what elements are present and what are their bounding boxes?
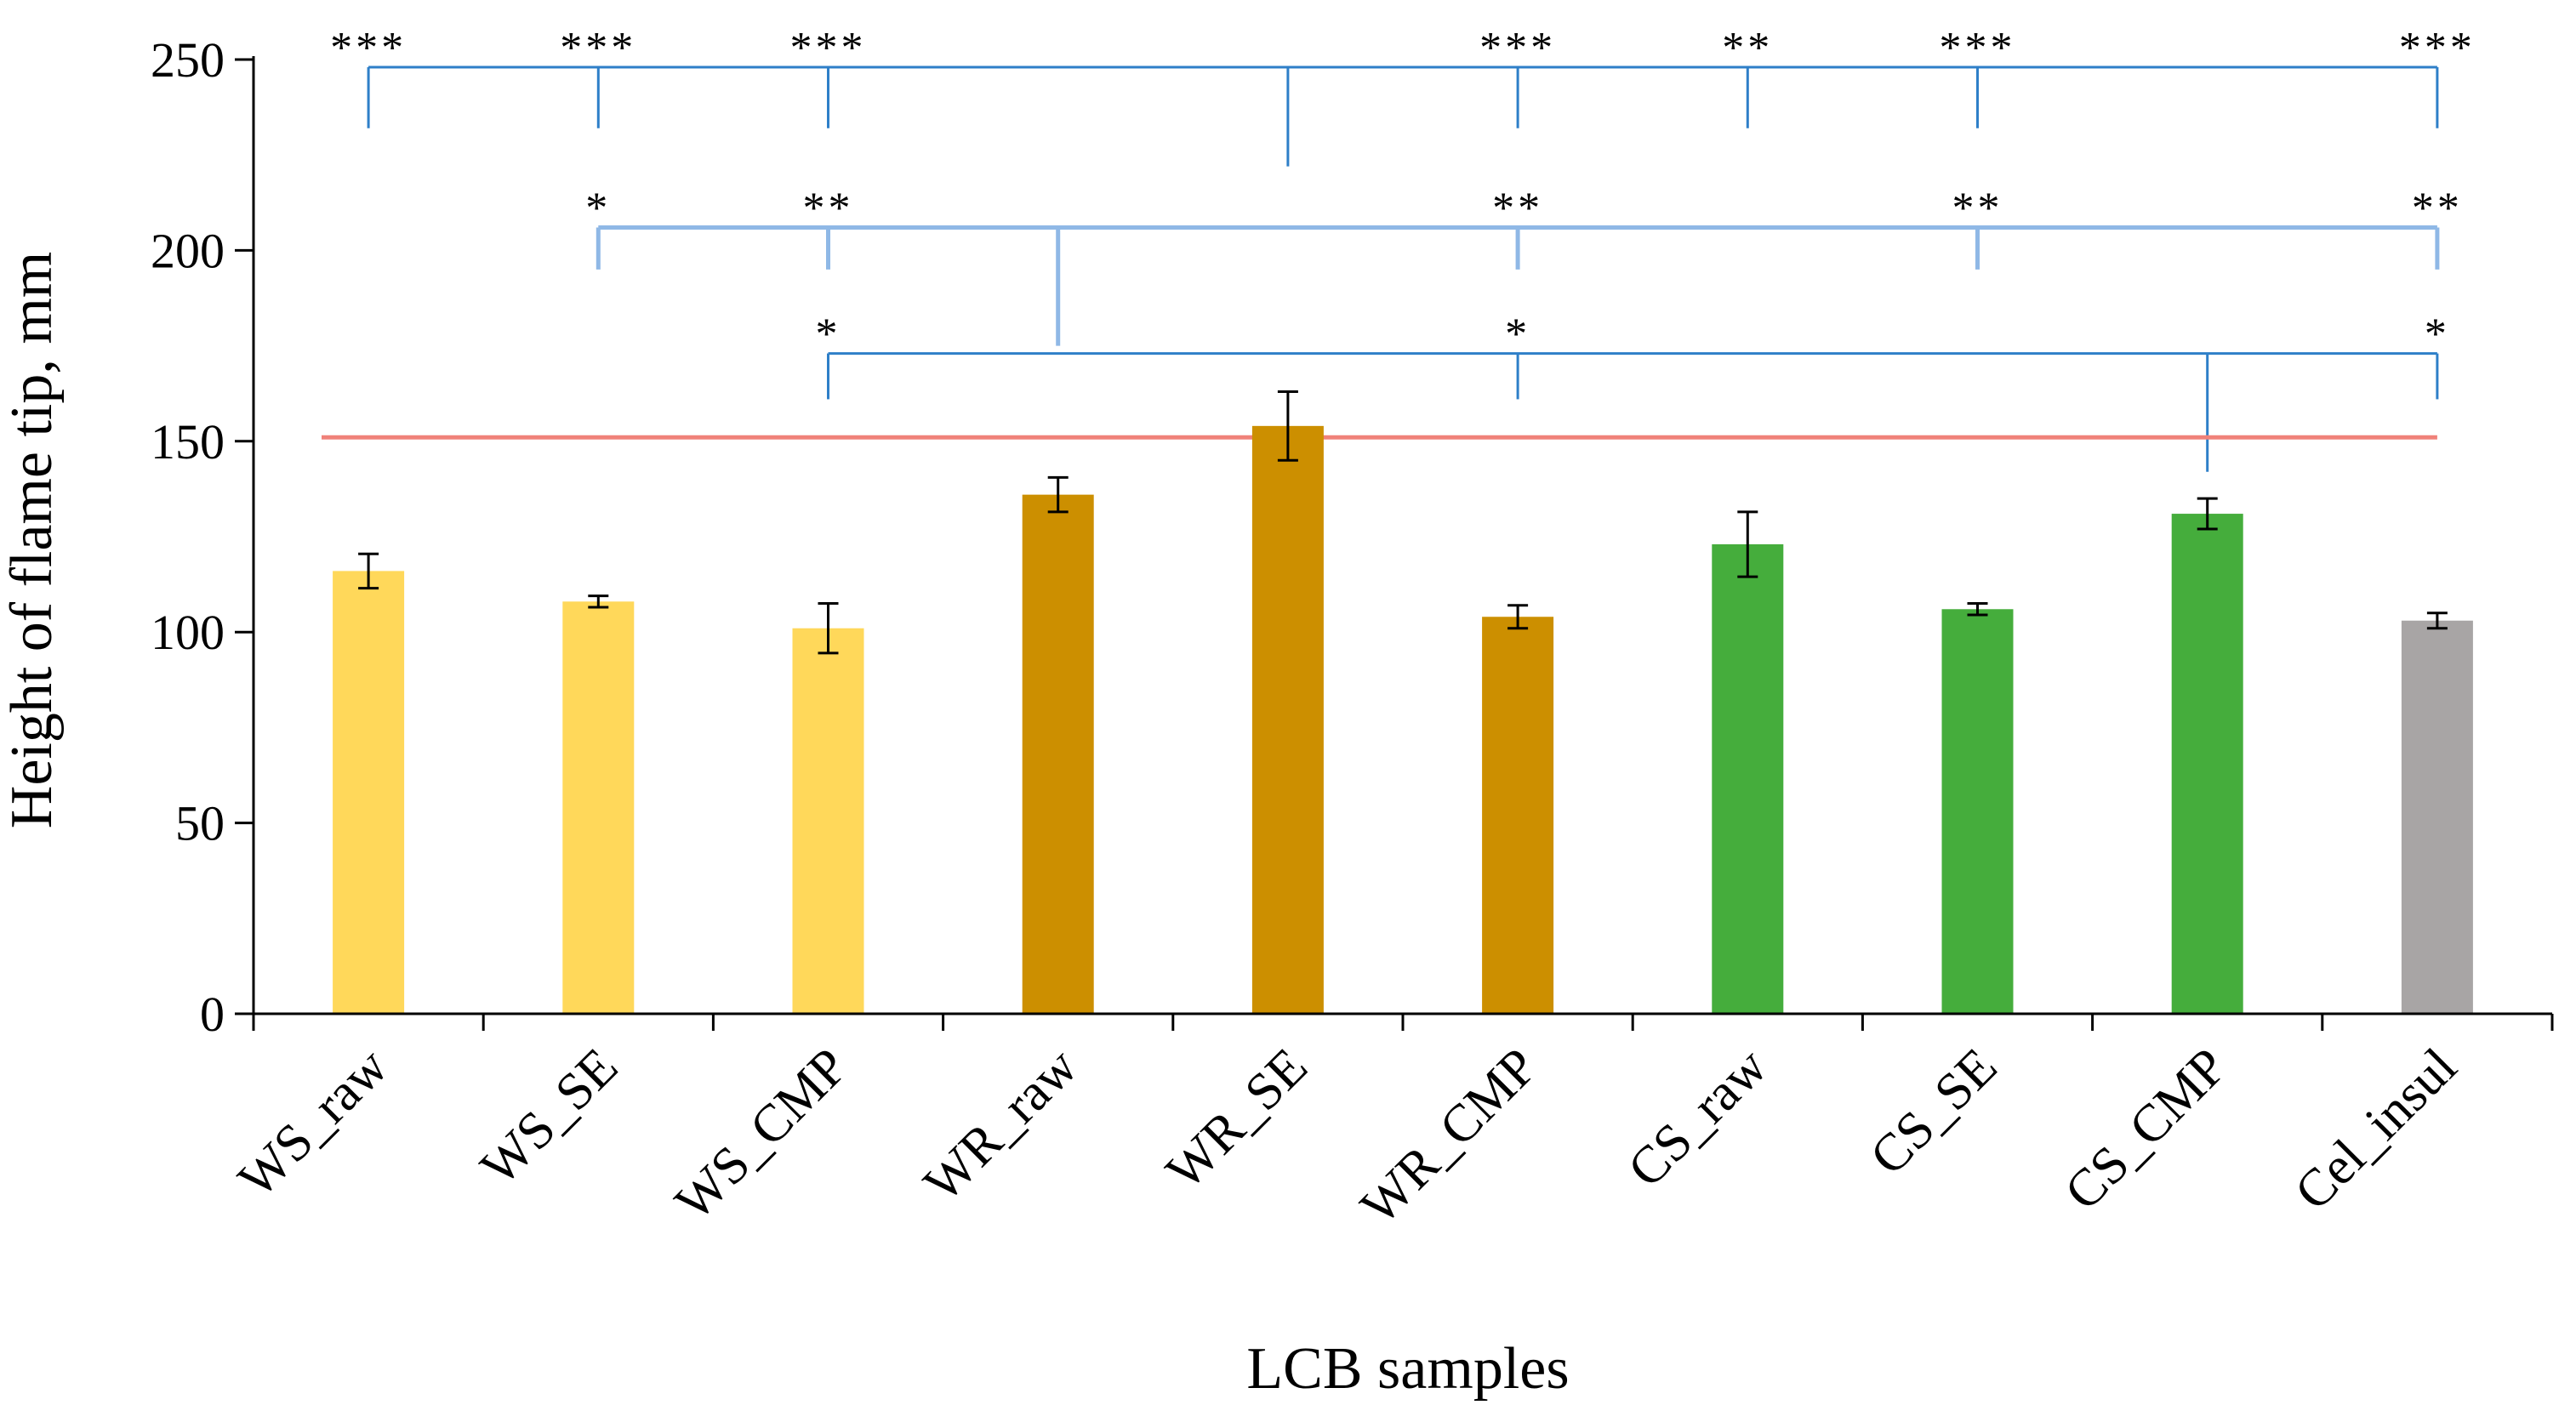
significance-stars: *** — [790, 24, 867, 72]
significance-stars: * — [1505, 310, 1530, 359]
significance-stars: * — [585, 184, 611, 232]
significance-stars: ** — [2412, 184, 2463, 232]
significance-stars: * — [2425, 310, 2450, 359]
y-tick-label: 150 — [151, 414, 225, 469]
y-tick-label: 0 — [200, 987, 225, 1042]
significance-brackets: *** *** *** *** ** *** **** ** ** ** *** * * — [330, 24, 2476, 472]
bar-Cel_insul — [2401, 620, 2473, 1014]
bars — [333, 390, 2473, 1014]
x-tick-label: WR_raw — [913, 1038, 1089, 1214]
x-tick-label: WS_raw — [228, 1038, 400, 1209]
x-tick-label: WS_SE — [470, 1038, 629, 1197]
bar-WR_SE — [1251, 425, 1324, 1014]
bar-CS_CMP — [2171, 514, 2243, 1014]
significance-stars: * — [816, 310, 841, 359]
bar-WS_SE — [562, 601, 635, 1014]
y-tick-label: 200 — [151, 223, 225, 278]
x-tick-label: WR_SE — [1155, 1038, 1319, 1201]
x-tick-label: CS_raw — [1617, 1038, 1779, 1199]
bar-CS_SE — [1941, 609, 2014, 1014]
significance-stars: *** — [560, 24, 636, 72]
y-tick-label: 100 — [151, 605, 225, 660]
x-tick-label: WS_CMP — [664, 1038, 858, 1231]
significance-stars: ** — [1492, 184, 1543, 232]
significance-stars: *** — [330, 24, 407, 72]
bar-CS_raw — [1712, 543, 1784, 1014]
y-tick-label: 250 — [151, 32, 225, 88]
significance-stars: ** — [1722, 24, 1773, 72]
y-axis-title: Height of flame tip, mm — [0, 252, 65, 828]
x-tick-label: WR_CMP — [1350, 1038, 1548, 1236]
x-tick-label: Cel_insul — [2284, 1038, 2468, 1221]
y-tick-label: 50 — [175, 796, 225, 851]
significance-stars: ** — [1952, 184, 2003, 232]
bar-WS_raw — [333, 571, 405, 1014]
significance-stars: ** — [803, 184, 854, 232]
x-tick-label: CS_SE — [1860, 1038, 2009, 1186]
significance-stars: *** — [2399, 24, 2476, 72]
bar-WS_CMP — [792, 628, 864, 1014]
x-axis-title: LCB samples — [1246, 1336, 1569, 1402]
bar-WR_raw — [1022, 494, 1094, 1014]
significance-stars: *** — [1479, 24, 1556, 72]
bar-WR_CMP — [1482, 617, 1554, 1014]
significance-stars: *** — [1940, 24, 2016, 72]
x-tick-label: CS_CMP — [2054, 1038, 2237, 1221]
